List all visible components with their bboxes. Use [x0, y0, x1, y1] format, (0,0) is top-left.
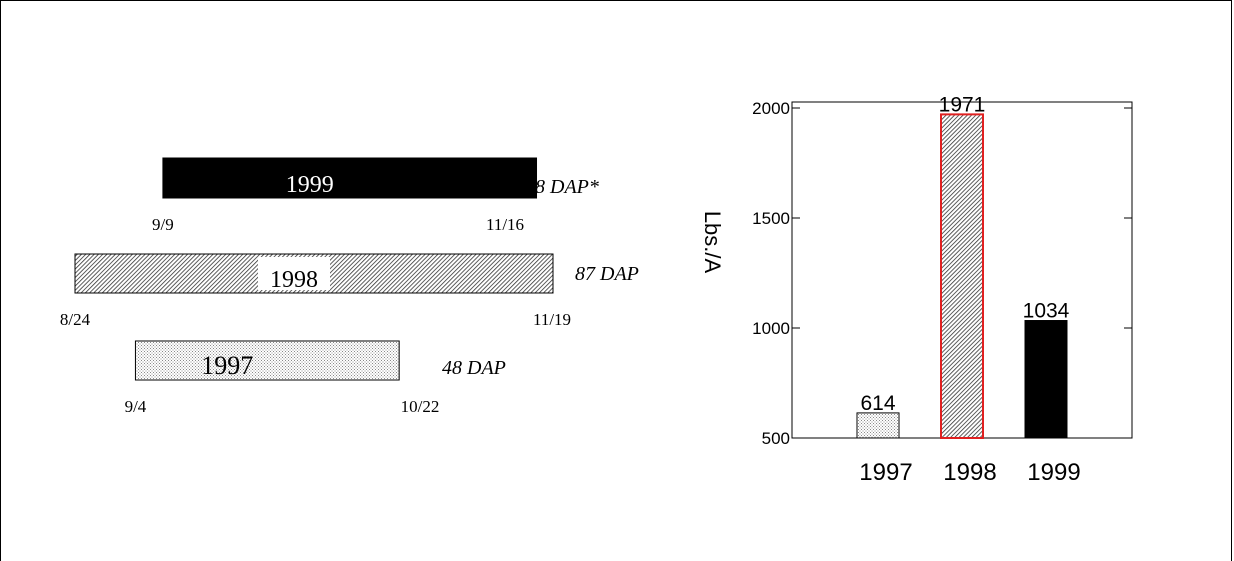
y-tick-label: 1500	[752, 209, 790, 228]
bar-data-label: 614	[860, 392, 895, 415]
bar-1998	[940, 113, 984, 439]
y-tick-label: 2000	[752, 99, 790, 118]
x-tick-label: 1997	[859, 459, 912, 486]
timeline-start-date: 9/9	[152, 215, 174, 234]
timeline-end-date: 10/22	[401, 397, 440, 416]
y-tick-label: 500	[762, 429, 790, 448]
timeline-bar-1997	[134, 340, 400, 381]
y-tick-label: 1000	[752, 319, 790, 338]
timeline-end-date: 11/19	[533, 310, 571, 329]
y-axis-label: Lbs./A	[700, 211, 725, 274]
x-tick-label: 1999	[1027, 459, 1080, 486]
year-label-backdrop	[258, 257, 330, 290]
timeline-end-date: 11/16	[486, 215, 524, 234]
timeline-bar-1999	[162, 157, 538, 199]
timeline-year-label: 1998	[270, 267, 318, 293]
bar-data-label: 1034	[1023, 300, 1070, 323]
timeline-start-date: 8/24	[60, 310, 91, 329]
bar-1997	[856, 412, 900, 439]
timeline-year-label: 1999	[286, 172, 334, 198]
timeline-year-label: 1997	[201, 351, 253, 380]
timeline-start-date: 9/4	[125, 397, 147, 416]
x-tick-label: 1998	[943, 459, 996, 486]
timeline-duration-label: 68 DAP*	[525, 176, 599, 198]
bar-data-label: 1971	[939, 93, 986, 116]
timeline-duration-label: 48 DAP	[442, 357, 506, 379]
timeline-duration-label: 87 DAP	[575, 263, 639, 285]
bar-1999	[1024, 320, 1068, 439]
